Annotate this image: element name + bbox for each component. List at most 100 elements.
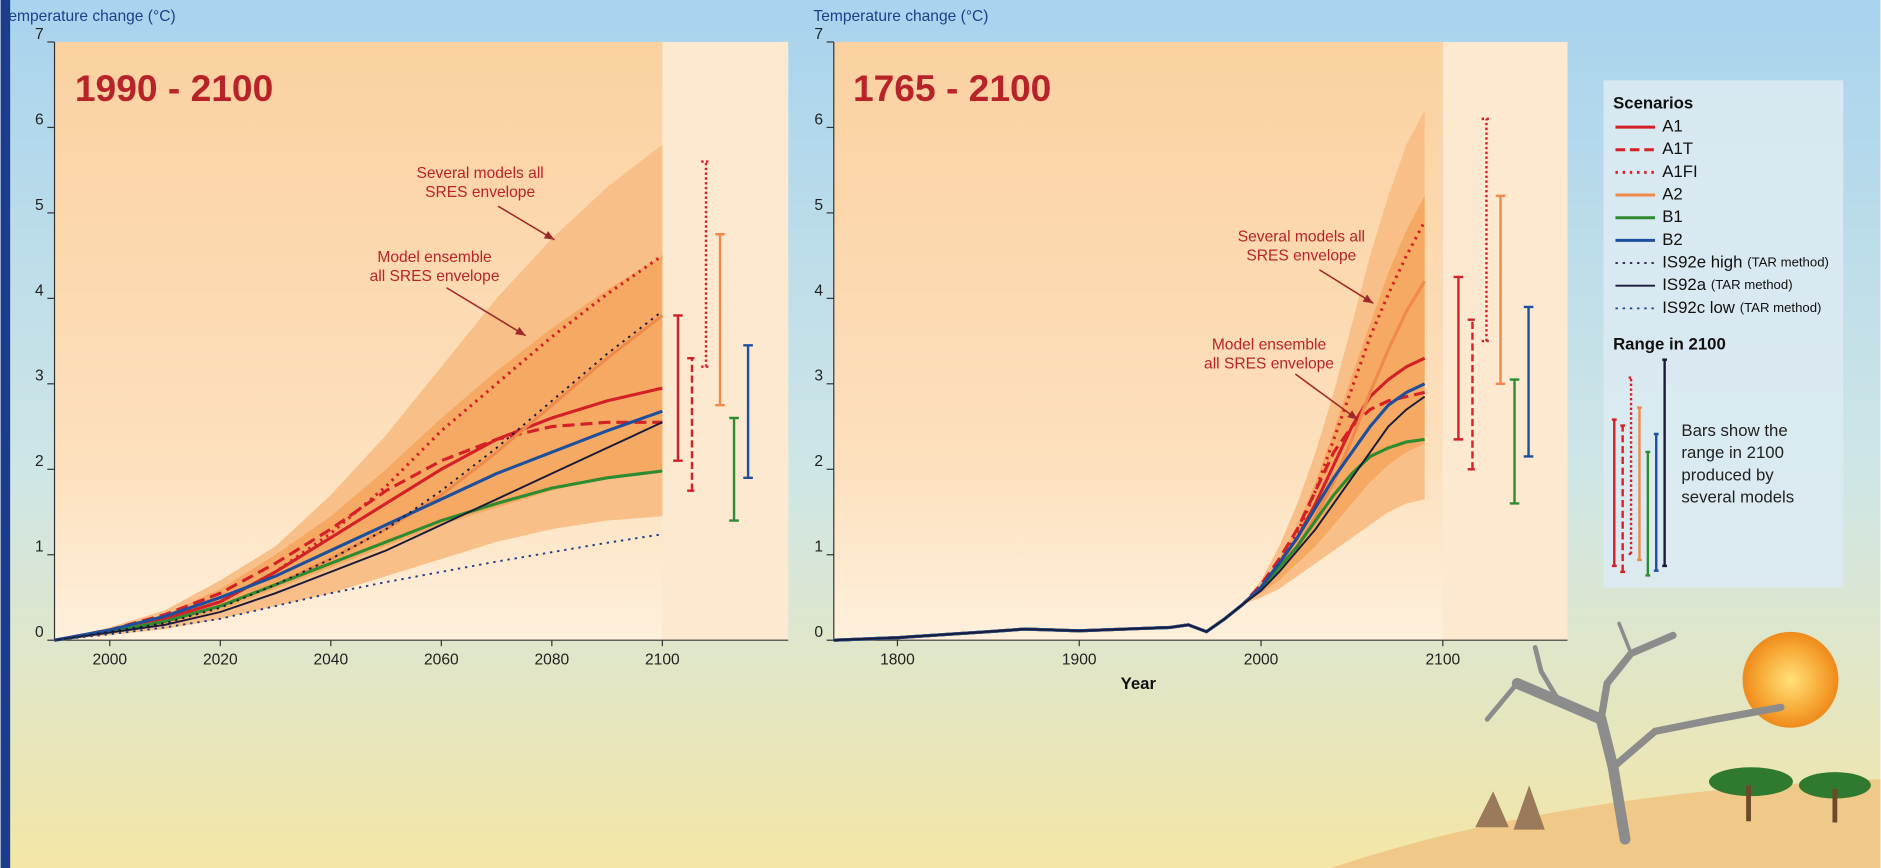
legend-range-title: Range in 2100	[1613, 335, 1726, 354]
annotation: SRES envelope	[1246, 248, 1356, 265]
range-bar	[1495, 194, 1506, 386]
y-axis-label: Temperature change (°C)	[813, 8, 988, 25]
legend-range-note: range in 2100	[1681, 443, 1784, 462]
range-area	[662, 41, 789, 641]
series-line	[54, 409, 663, 642]
legend-range-note: Bars show the	[1681, 421, 1787, 440]
y-tick-label: 4	[35, 282, 44, 299]
x-tick-label: 2000	[92, 652, 127, 669]
series-line	[833, 395, 1426, 642]
annotation: Several models all	[416, 165, 543, 182]
y-tick-label: 7	[814, 26, 823, 43]
legend-label: B1	[1662, 207, 1683, 226]
range-bar	[1481, 117, 1492, 343]
legend-range-note: several models	[1681, 488, 1794, 507]
x-tick-label: 1900	[1062, 652, 1097, 669]
legend-range-sample	[1662, 358, 1668, 568]
y-tick-label: 0	[35, 624, 44, 641]
chart-title: 1765 - 2100	[853, 67, 1051, 109]
sand-hill	[1331, 779, 1881, 868]
y-tick-label: 6	[814, 111, 823, 128]
x-tick-label: 2020	[203, 652, 238, 669]
range-bar	[715, 233, 725, 407]
arrow-head	[1362, 294, 1374, 304]
x-tick-label: 2060	[424, 652, 459, 669]
y-tick-label: 6	[35, 111, 44, 128]
legend-title: Scenarios	[1613, 94, 1693, 113]
annotation-arrow	[446, 287, 527, 337]
legend-range-note: produced by	[1681, 465, 1774, 484]
annotation: all SRES envelope	[370, 268, 500, 285]
legend-label: A1T	[1662, 139, 1693, 158]
legend-label: IS92c low	[1662, 298, 1736, 317]
y-tick-label: 2	[35, 453, 44, 470]
envelope	[1242, 110, 1425, 605]
legend: Scenarios Range in 2100 A1 A1T A1FI A2 B1 B2 I…	[1603, 80, 1844, 588]
y-tick-label: 4	[814, 282, 823, 299]
arrow-head	[543, 231, 555, 240]
annotation: Several models all	[1238, 228, 1365, 245]
series-line	[54, 533, 663, 642]
x-tick-label: 2100	[1426, 652, 1461, 669]
x-tick-label: 2100	[645, 652, 680, 669]
range-bar	[701, 160, 711, 368]
legend-range-sample	[1611, 418, 1617, 568]
x-tick-label: 2080	[535, 652, 570, 669]
x-axis-label: Year	[1121, 674, 1157, 693]
range-area	[1442, 41, 1568, 641]
sun	[1742, 631, 1839, 728]
range-bar	[1523, 305, 1534, 458]
legend-note: (TAR method)	[1747, 255, 1829, 270]
annotation: SRES envelope	[425, 184, 535, 201]
x-tick-label: 2000	[1244, 652, 1279, 669]
range-bar	[743, 344, 753, 480]
y-tick-label: 7	[35, 26, 44, 43]
legend-note: (TAR method)	[1740, 300, 1822, 315]
series-line	[54, 386, 663, 642]
range-bar	[1509, 378, 1520, 505]
x-tick-label: 2040	[313, 652, 348, 669]
y-tick-label: 1	[814, 539, 823, 556]
chart: Temperature change (°C) 1990 - 2100 0 1 2 3 4 5…	[1, 8, 789, 669]
envelope	[54, 144, 663, 641]
y-tick-label: 5	[814, 197, 823, 214]
range-bar	[1467, 318, 1478, 471]
chart: Temperature change (°C) 1765 - 2100 Year 0 1…	[813, 8, 1568, 693]
range-bar	[673, 314, 683, 462]
tree	[1484, 621, 1785, 845]
legend-range-sample	[1628, 376, 1634, 556]
arrow-head	[515, 326, 526, 336]
legend-label: A1FI	[1662, 162, 1697, 181]
annotation-arrow	[1294, 373, 1359, 421]
annotation: Model ensemble	[377, 249, 491, 266]
chart-title: 1990 - 2100	[75, 67, 273, 109]
annotation-arrow	[1318, 269, 1374, 304]
envelope	[54, 255, 663, 641]
y-axis-label: Temperature change (°C)	[1, 8, 176, 25]
annotation: all SRES envelope	[1204, 356, 1334, 373]
legend-label: B2	[1662, 230, 1683, 249]
legend-label: A2	[1662, 184, 1683, 203]
bushes	[1708, 767, 1871, 823]
legend-range-sample	[1620, 424, 1626, 574]
legend-range-sample	[1645, 450, 1651, 577]
y-tick-label: 2	[814, 453, 823, 470]
arrow-head	[1347, 410, 1358, 420]
legend-box	[1603, 80, 1844, 588]
y-tick-label: 1	[35, 539, 44, 556]
range-bar	[1453, 275, 1464, 441]
y-tick-label: 3	[814, 368, 823, 385]
y-tick-label: 5	[35, 197, 44, 214]
series-line	[54, 421, 663, 642]
series-line	[54, 310, 663, 642]
annotation: Model ensemble	[1212, 336, 1326, 353]
series-line	[54, 420, 663, 642]
legend-range-sample	[1637, 406, 1642, 562]
range-bar	[687, 356, 697, 492]
series-line	[54, 469, 663, 642]
x-tick-label: 1800	[880, 652, 915, 669]
legend-note: (TAR method)	[1711, 277, 1793, 292]
rocks	[1475, 785, 1545, 830]
legend-range-sample	[1653, 432, 1659, 572]
